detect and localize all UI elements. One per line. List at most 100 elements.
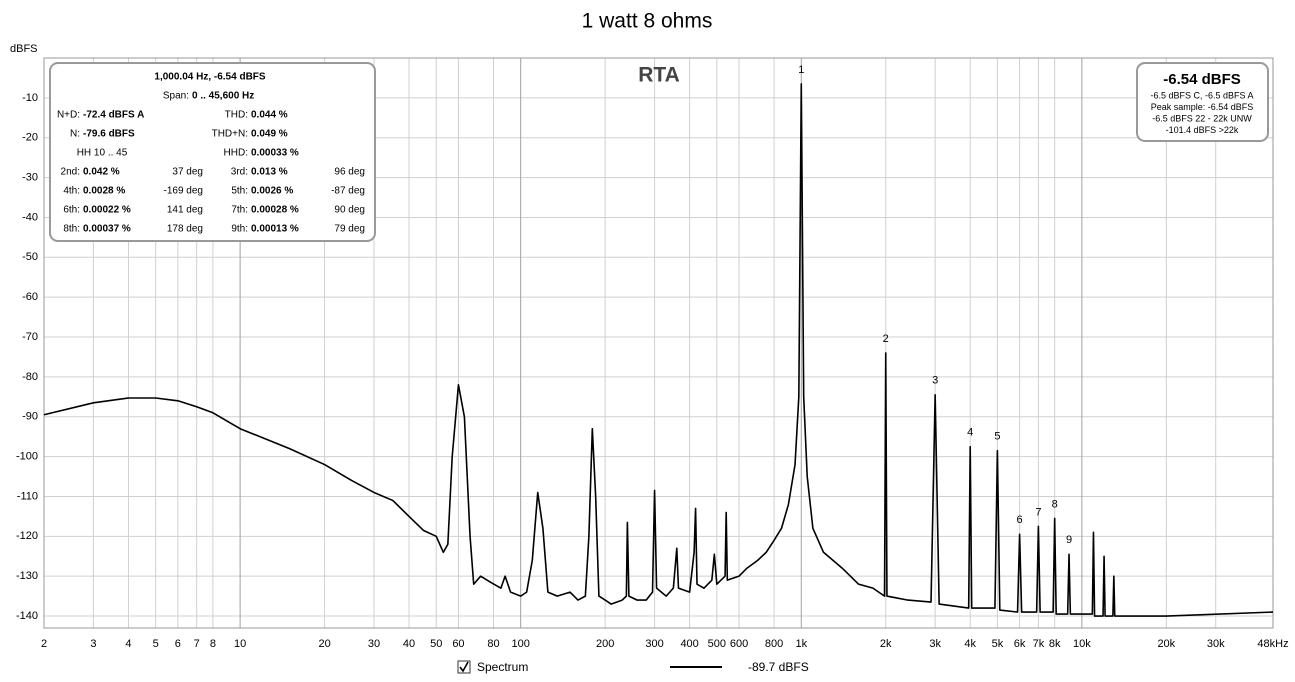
harmonic-label: 5	[994, 431, 1000, 443]
x-tick-label: 400	[680, 638, 698, 650]
info-text: THD:	[225, 110, 248, 121]
info-text: 0.00013 %	[251, 224, 299, 235]
x-tick-label: 20k	[1157, 638, 1175, 650]
y-tick-label: -140	[16, 610, 38, 622]
y-tick-label: -70	[22, 331, 38, 343]
info-text: HHD:	[224, 148, 248, 159]
info-text: 3rd:	[231, 167, 248, 178]
y-tick-label: -40	[22, 211, 38, 223]
x-tick-label: 4	[125, 638, 131, 650]
y-tick-label: -120	[16, 530, 38, 542]
spectrum-line	[43, 83, 1274, 617]
x-tick-label: 2	[41, 638, 47, 650]
x-tick-label: 8k	[1049, 638, 1061, 650]
x-tick-label: 200	[596, 638, 614, 650]
x-tick-label: 800	[765, 638, 783, 650]
harmonic-label: 8	[1052, 498, 1058, 510]
x-tick-label: 80	[487, 638, 499, 650]
harmonic-label: 1	[798, 64, 804, 76]
x-tick-label: 8	[210, 638, 216, 650]
info-text: 178 deg	[167, 224, 203, 235]
info-text: N+D:	[57, 110, 80, 121]
info-text: 1,000.04 Hz, -6.54 dBFS	[154, 72, 265, 83]
level-line: -6.5 dBFS C, -6.5 dBFS A	[1150, 90, 1253, 100]
level-value: -6.54 dBFS	[1163, 71, 1241, 88]
y-tick-label: -90	[22, 411, 38, 423]
info-text: 0.0026 %	[251, 186, 293, 197]
legend-readout: -89.7 dBFS	[748, 660, 809, 674]
info-text: 96 deg	[334, 167, 365, 178]
info-text: 5th:	[231, 186, 248, 197]
y-tick-label: -100	[16, 451, 38, 463]
info-text: 8th:	[63, 224, 80, 235]
y-tick-label: -130	[16, 570, 38, 582]
info-text: 6th:	[63, 205, 80, 216]
info-text: HH 10 .. 45	[77, 148, 128, 159]
x-tick-label: 6k	[1014, 638, 1026, 650]
harmonic-label: 7	[1035, 506, 1041, 518]
info-text: 37 deg	[172, 167, 203, 178]
x-tick-label: 5k	[992, 638, 1004, 650]
harmonic-label: 2	[883, 333, 889, 345]
x-tick-label: 3	[90, 638, 96, 650]
info-text: 0.00033 %	[251, 148, 299, 159]
y-tick-label: -80	[22, 371, 38, 383]
x-tick-label: 7k	[1033, 638, 1045, 650]
x-tick-label: 10	[234, 638, 246, 650]
x-tick-label: 3k	[929, 638, 941, 650]
level-lines: -6.5 dBFS C, -6.5 dBFS A Peak sample: -6.…	[1150, 90, 1253, 135]
info-text: 0.00037 %	[83, 224, 131, 235]
info-text: 90 deg	[334, 205, 365, 216]
level-panel	[1136, 62, 1269, 142]
info-content: 1,000.04 Hz, -6.54 dBFS Span: 0 .. 45,600 …	[57, 72, 365, 235]
info-text: 0.013 %	[251, 167, 288, 178]
x-tick-label: 4k	[964, 638, 976, 650]
harmonic-label: 3	[932, 375, 938, 387]
info-text: 0.00028 %	[251, 205, 299, 216]
info-text: -79.6 dBFS	[83, 129, 135, 140]
x-tick-label: 2k	[880, 638, 892, 650]
plot-frame	[43, 57, 1274, 629]
info-text: 0.049 %	[251, 129, 288, 140]
chart-title: 1 watt 8 ohms	[582, 10, 713, 33]
x-tick-label: 48kHz	[1257, 638, 1288, 650]
level-line: -6.5 dBFS 22 - 22k UNW	[1152, 113, 1252, 123]
x-tick-label: 7	[194, 638, 200, 650]
check-mark	[459, 661, 469, 673]
info-text: 9th:	[231, 224, 248, 235]
info-text: -169 deg	[164, 186, 203, 197]
level-line: Peak sample: -6.54 dBFS	[1151, 102, 1254, 112]
info-text: 7th:	[231, 205, 248, 216]
info-text: 4th:	[63, 186, 80, 197]
legend-label: Spectrum	[477, 660, 528, 674]
x-tick-label: 30	[368, 638, 380, 650]
x-tick-label: 1k	[795, 638, 807, 650]
y-tick-label: -30	[22, 171, 38, 183]
x-tick-label: 300	[645, 638, 663, 650]
x-tick-label: 10k	[1073, 638, 1091, 650]
info-text: THD+N:	[212, 129, 248, 140]
info-text: 2nd:	[61, 167, 80, 178]
plot-label: RTA	[638, 64, 680, 87]
y-tick-label: -50	[22, 251, 38, 263]
x-tick-label: 50	[430, 638, 442, 650]
x-tick-label: 6	[175, 638, 181, 650]
info-text: 0.00022 %	[83, 205, 131, 216]
harmonic-label: 9	[1066, 534, 1072, 546]
x-tick-label: 30k	[1207, 638, 1225, 650]
level-line: -101.4 dBFS >22k	[1166, 125, 1239, 135]
info-text: 0.042 %	[83, 167, 120, 178]
info-text: 79 deg	[334, 224, 365, 235]
x-tick-label: 5	[153, 638, 159, 650]
harmonic-label: 4	[967, 427, 973, 439]
info-text: -87 deg	[331, 186, 365, 197]
y-tick-label: -20	[22, 132, 38, 144]
info-panel	[49, 62, 376, 242]
y-tick-label: -110	[17, 490, 38, 502]
info-text: 0.0028 %	[83, 186, 125, 197]
x-tick-label: 600	[730, 638, 748, 650]
x-tick-label: 40	[403, 638, 415, 650]
x-tick-label: 20	[318, 638, 330, 650]
harmonic-label: 6	[1017, 514, 1023, 526]
